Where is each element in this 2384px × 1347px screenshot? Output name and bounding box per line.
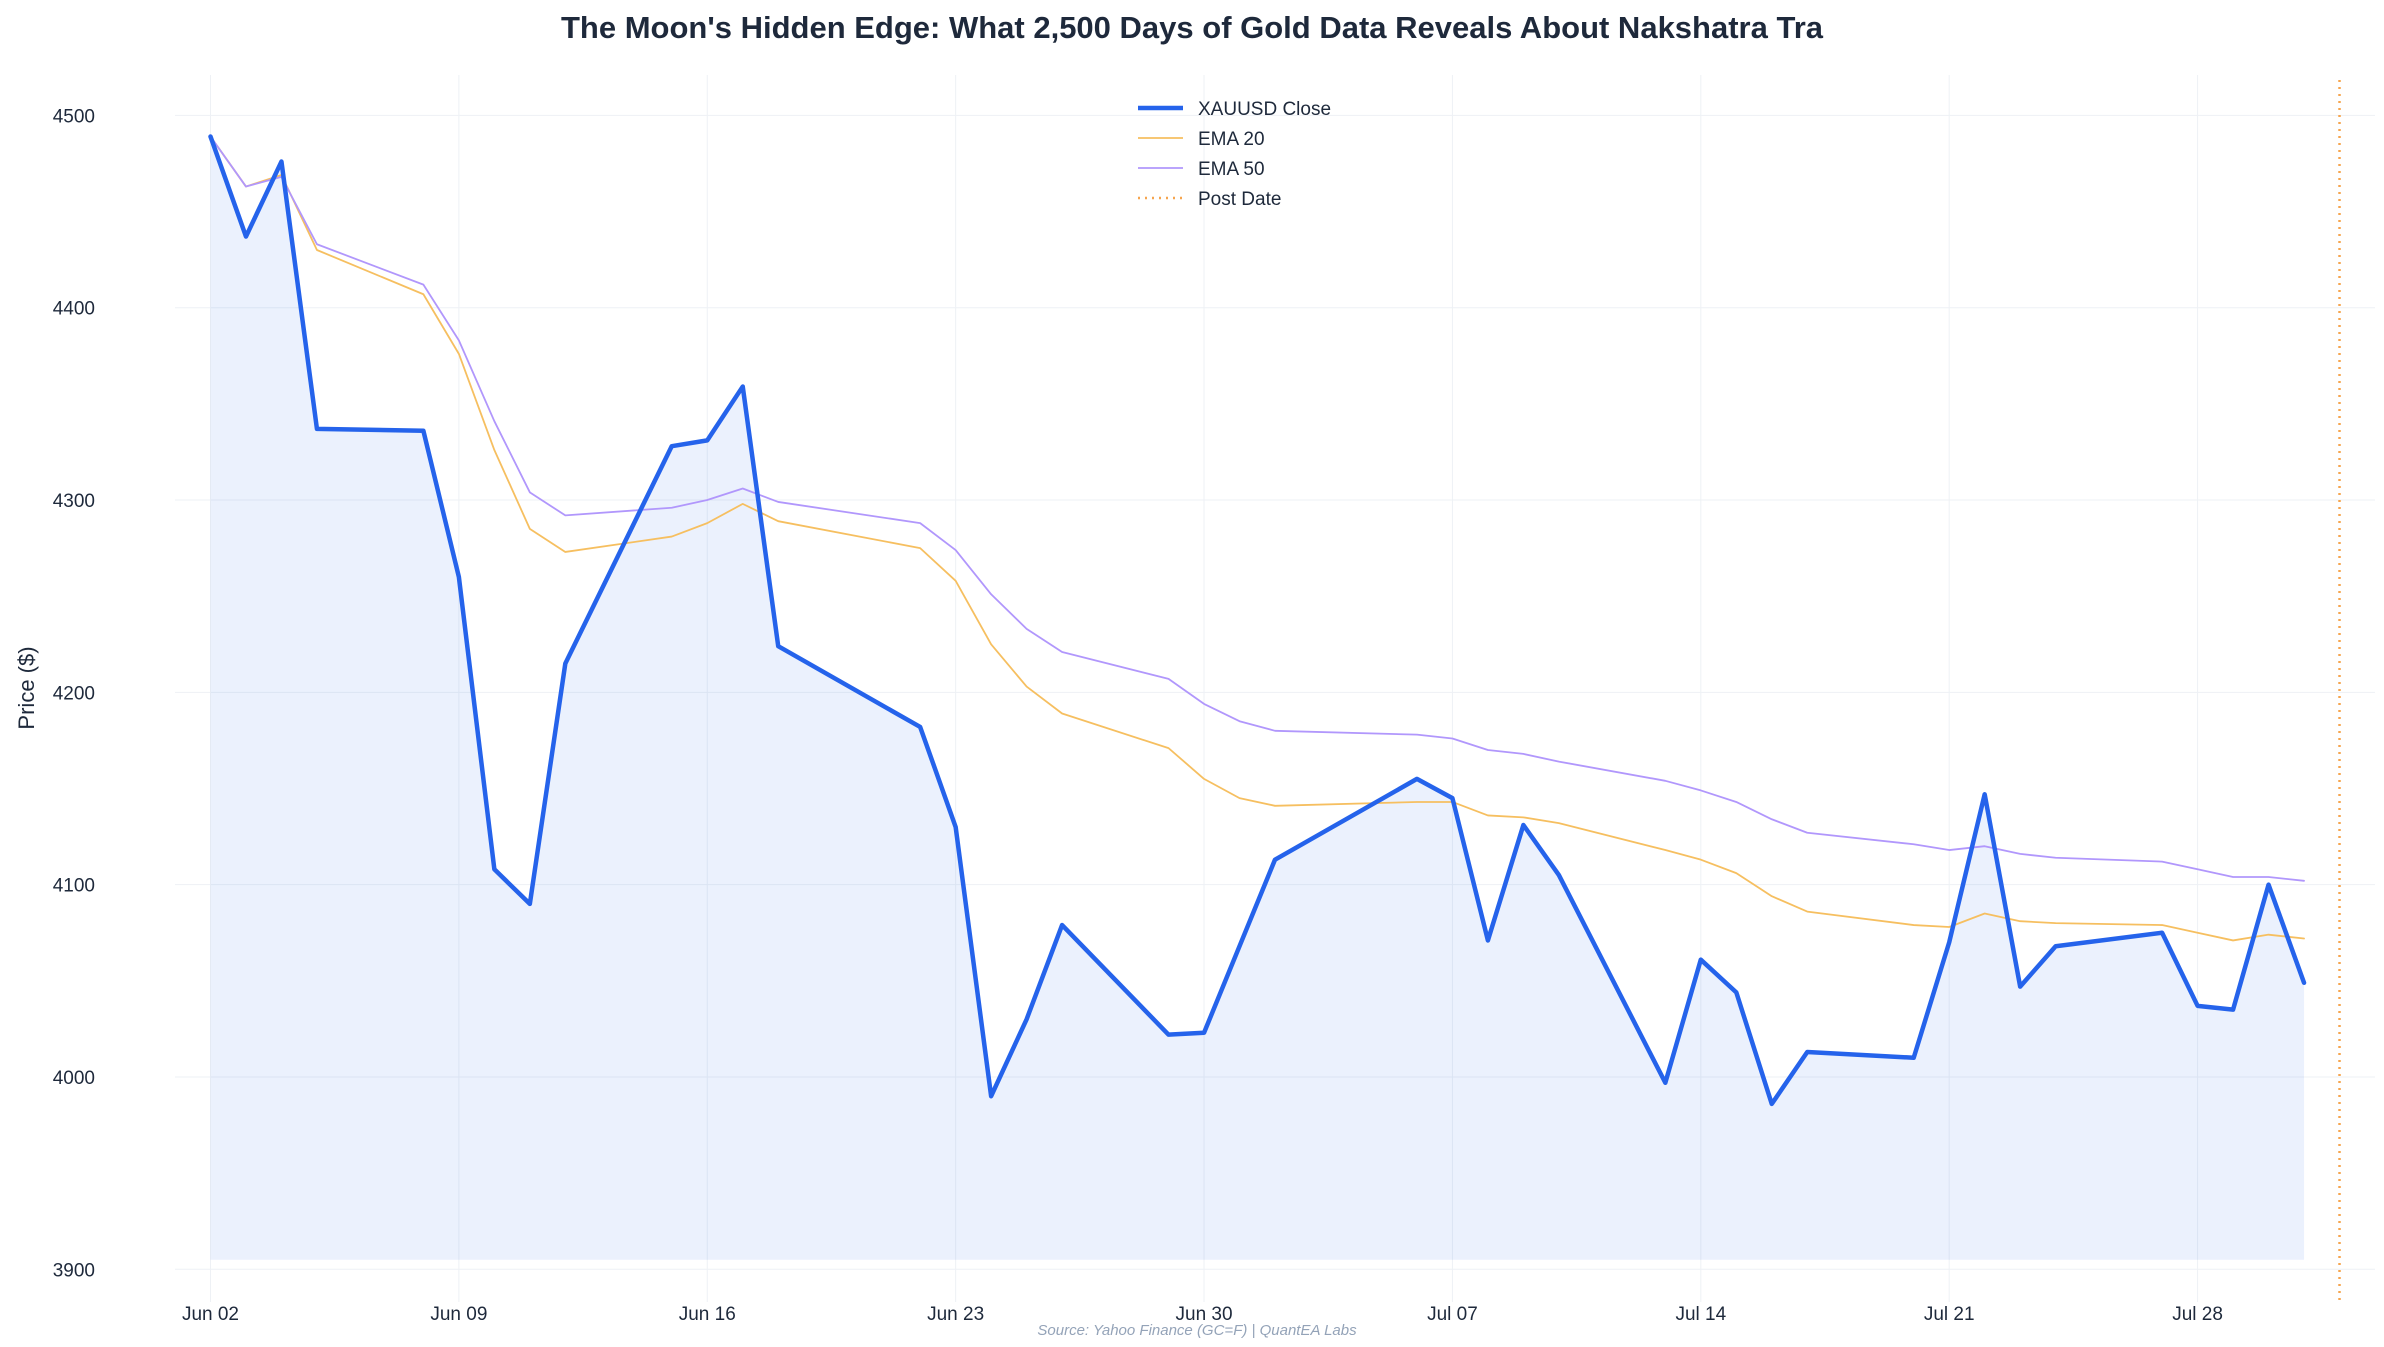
x-tick-label: Jun 16 <box>679 1304 736 1325</box>
y-tick-label: 3900 <box>53 1260 95 1281</box>
close-area <box>210 136 2305 1260</box>
xauusd-close-line <box>208 134 2307 1107</box>
source-note: Source: Yahoo Finance (GC=F) | QuantEA L… <box>1037 1322 1357 1339</box>
x-tick-label: Jul 14 <box>1675 1304 1726 1325</box>
legend-label: XAUUSD Close <box>1198 99 1331 120</box>
y-tick-label: 4400 <box>53 299 95 320</box>
y-axis-ticks: 3900 4000 4100 4200 4300 4400 4500 <box>53 106 95 1281</box>
close-area-fill <box>210 136 2305 1260</box>
legend: XAUUSD Close EMA 20 EMA 50 Post Date <box>1138 99 1331 210</box>
x-tick-label: Jun 23 <box>927 1304 984 1325</box>
x-tick-label: Jun 02 <box>182 1304 239 1325</box>
series-lines <box>208 134 2307 1107</box>
legend-label: EMA 20 <box>1198 129 1265 150</box>
x-tick-label: Jul 21 <box>1924 1304 1975 1325</box>
ema-20-line <box>209 135 2305 942</box>
y-axis-label: Price ($) <box>14 646 39 729</box>
x-tick-label: Jun 30 <box>1176 1304 1233 1325</box>
y-tick-label: 4500 <box>53 106 95 127</box>
gridlines <box>175 75 2375 1302</box>
ema-50-line <box>209 135 2305 882</box>
y-tick-label: 4000 <box>53 1068 95 1089</box>
x-tick-label: Jun 09 <box>430 1304 487 1325</box>
legend-label: Post Date <box>1198 189 1281 210</box>
x-tick-label: Jul 28 <box>2172 1304 2223 1325</box>
y-tick-label: 4100 <box>53 876 95 897</box>
chart-title: The Moon's Hidden Edge: What 2,500 Days … <box>561 10 1824 45</box>
y-tick-label: 4300 <box>53 491 95 512</box>
x-tick-label: Jul 07 <box>1427 1304 1478 1325</box>
x-axis-ticks: Jun 02 Jun 09 Jun 16 Jun 23 Jun 30 Jul 07 Jul … <box>182 1304 2223 1325</box>
y-tick-label: 4200 <box>53 683 95 704</box>
legend-label: EMA 50 <box>1198 159 1265 180</box>
